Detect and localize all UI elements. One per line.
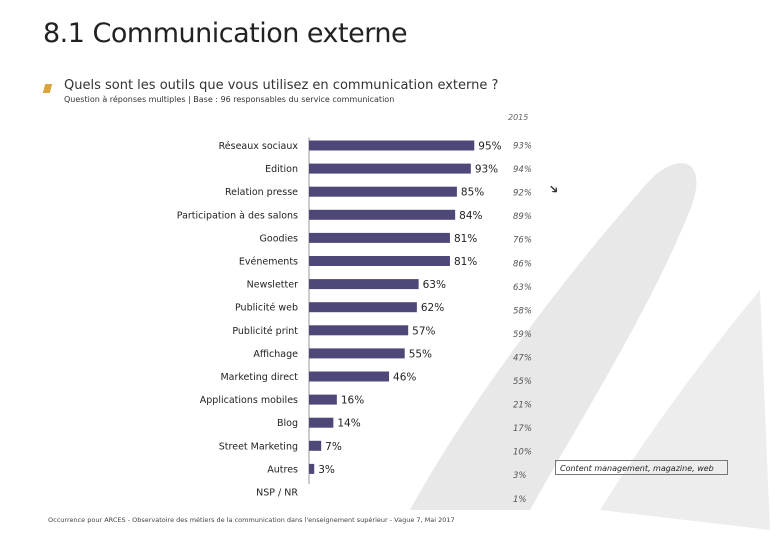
value-label: 57% [412,325,435,337]
category-label: Publicité web [235,303,298,314]
source-note: Occurrence pour ARCES - Observatoire des… [48,516,455,524]
bar [309,256,450,266]
comparison-label: 59% [513,330,532,340]
bar [309,302,417,313]
comparison-label: 92% [513,189,532,199]
value-label: 81% [454,256,477,268]
category-label: Affichage [253,349,298,360]
bar [309,348,405,359]
value-label: 55% [409,348,432,360]
value-label: 7% [325,441,342,453]
category-label: Marketing direct [220,372,298,383]
value-label: 62% [421,302,444,314]
bar [309,371,390,382]
value-label: 95% [478,141,501,153]
value-label: 46% [393,372,416,384]
bar [309,394,337,405]
value-label: 63% [423,279,446,291]
category-label: Publicité print [232,326,298,337]
comparison-label: 21% [513,401,532,411]
comparison-label: 86% [513,259,532,269]
comparison-label: 58% [513,306,532,316]
bar [309,279,419,290]
bar [309,232,450,243]
category-label: Edition [265,164,298,175]
bar [309,209,456,220]
bar [309,186,457,197]
comparison-label: 17% [513,424,532,434]
comparison-label: 47% [513,353,532,363]
category-label: Goodies [260,233,299,244]
comparison-label: 55% [513,377,532,387]
bar [309,417,334,428]
value-label: 84% [459,210,482,222]
value-label: 16% [341,395,364,407]
value-label: 3% [318,464,335,476]
comparison-label: 3% [513,471,527,481]
comparison-label: 76% [513,236,532,246]
value-label: 81% [454,233,477,245]
bar [309,463,315,474]
category-label: Relation presse [225,187,298,198]
category-label: NSP / NR [256,488,298,499]
category-label: Réseaux sociaux [219,141,299,152]
bar [309,140,475,151]
category-label: Autres [267,464,298,475]
comparison-year-label: 2015 [508,113,529,122]
question-text: Quels sont les outils que vous utilisez … [64,78,499,93]
comparison-label: 63% [513,283,532,293]
comparison-label: 94% [513,165,532,175]
page-title: 8.1 Communication externe [43,18,408,49]
value-label: 14% [337,418,360,430]
value-label: 93% [475,164,498,176]
category-label: Participation à des salons [177,210,298,221]
autres-note: Content management, magazine, web [555,460,728,475]
category-label: Street Marketing [219,441,298,452]
comparison-label: 93% [513,142,532,152]
category-label: Applications mobiles [200,395,298,406]
value-label: 85% [461,187,484,199]
bar [309,325,409,336]
comparison-label: 1% [513,495,527,505]
bar [309,440,322,451]
category-label: Evénements [239,257,298,268]
comparison-label: 10% [513,448,532,458]
category-label: Newsletter [247,280,298,291]
category-label: Blog [277,418,298,429]
comparison-label: 89% [513,212,532,222]
bar [309,163,471,174]
question-subnote: Question à réponses multiples | Base : 9… [64,95,395,104]
